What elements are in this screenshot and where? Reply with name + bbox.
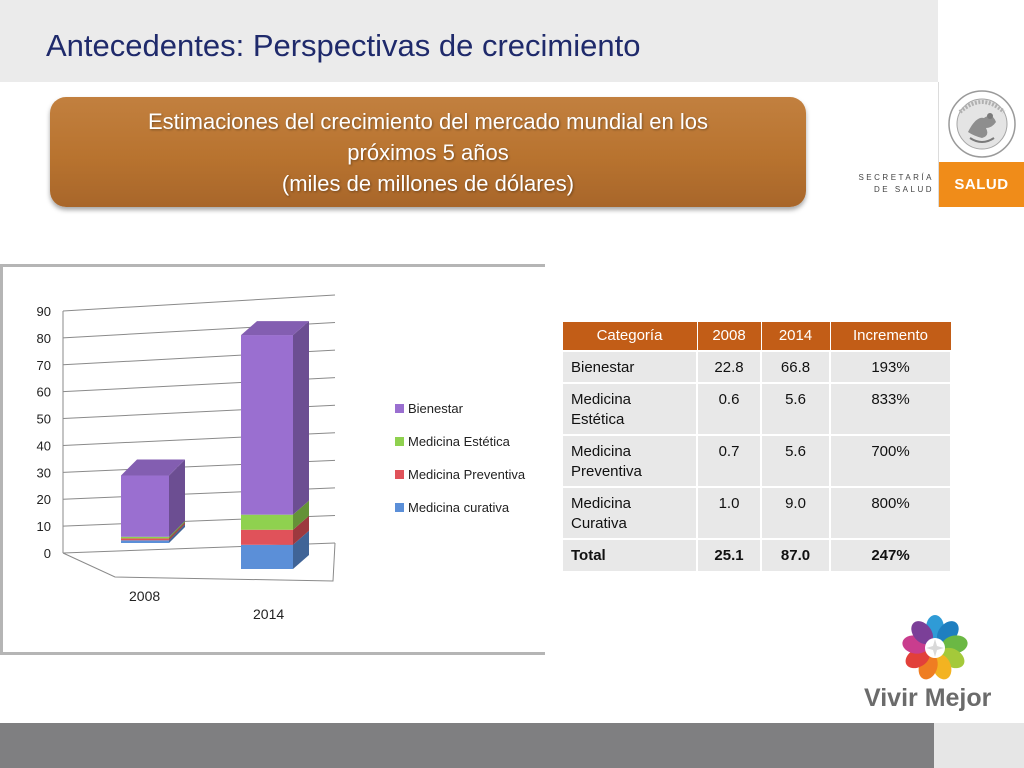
bar-segment-side <box>293 500 309 530</box>
y-tick-label: 10 <box>37 519 51 534</box>
bar-segment-front <box>241 529 293 545</box>
page-title: Antecedentes: Perspectivas de crecimient… <box>46 28 641 63</box>
bar-segment-side <box>169 522 185 541</box>
bar-segment-side <box>293 321 309 515</box>
y-tick-label: 40 <box>37 438 51 453</box>
vivir-mejor-logo-text: Vivir Mejor <box>864 684 992 712</box>
banner-line-1: Estimaciones del crecimiento del mercado… <box>147 108 709 134</box>
bar-segment-side <box>293 530 309 569</box>
banner-line-3: (miles de millones de dólares) <box>281 170 575 196</box>
stacked-3d-bar-chart: 0 10 20 30 40 50 60 70 80 90 2008 2014 Bienestar Medi… <box>37 294 526 622</box>
table-row: Medicina Preventiva 0.7 5.6 700% <box>561 433 952 488</box>
table-cell: Medicina Estética <box>561 381 698 436</box>
table-cell: Bienestar <box>561 349 698 384</box>
secretaria-line1: SECRETARÍA <box>858 173 934 182</box>
bar-segment-front <box>241 544 293 569</box>
gridline <box>62 294 336 312</box>
x-tick-label: 2014 <box>253 606 284 622</box>
banner-line-2: próximos 5 años <box>347 139 509 165</box>
table-cell: 9.0 <box>760 485 831 540</box>
table-row: Bienestar 22.8 66.8 193% <box>561 349 952 384</box>
table-header-2008: 2008 <box>696 321 762 351</box>
table-row: Medicina Estética 0.6 5.6 833% <box>561 381 952 436</box>
y-tick-label: 60 <box>37 385 51 400</box>
estimates-banner: Estimaciones del crecimiento del mercado… <box>50 97 806 207</box>
legend-label: Bienestar <box>408 401 464 416</box>
y-tick-label: 70 <box>37 358 51 373</box>
table-cell: Total <box>561 537 698 573</box>
market-growth-table: Categoría 2008 2014 Incremento Bienestar… <box>561 321 952 573</box>
y-tick-label: 50 <box>37 412 51 427</box>
bar-segment-side <box>169 524 185 543</box>
y-tick-label: 0 <box>44 546 51 561</box>
y-tick-label: 20 <box>37 492 51 507</box>
footer-right-block <box>934 723 1024 768</box>
bar-segment-front <box>121 536 169 539</box>
bar-top-face <box>121 459 185 476</box>
table-cell: 0.7 <box>696 433 762 488</box>
legend-swatch <box>395 437 404 446</box>
secretaria-de-salud-label: SECRETARÍA DE SALUD <box>852 172 934 196</box>
table-cell: 5.6 <box>760 433 831 488</box>
table-total-row: Total 25.1 87.0 247% <box>561 537 952 573</box>
bar-top-face <box>241 321 309 336</box>
y-tick-label: 80 <box>37 331 51 346</box>
salud-logo: SALUD <box>939 162 1024 207</box>
table-cell: 87.0 <box>760 537 831 573</box>
legend-label: Medicina Preventiva <box>408 467 526 482</box>
legend-swatch <box>395 503 404 512</box>
table-header-row: Categoría 2008 2014 Incremento <box>561 321 952 351</box>
mexico-seal-icon <box>948 90 1016 158</box>
table-header-increase: Incremento <box>829 321 952 351</box>
table-cell: Medicina Preventiva <box>561 433 698 488</box>
table-cell: 800% <box>829 485 952 540</box>
bar-segment-front <box>241 514 293 530</box>
table-header-category: Categoría <box>561 321 698 351</box>
table-cell: 1.0 <box>696 485 762 540</box>
bar-segment-front <box>121 540 169 543</box>
bar-segment-side <box>169 520 185 539</box>
table-cell: 700% <box>829 433 952 488</box>
table-header-2014: 2014 <box>760 321 831 351</box>
legend-swatch <box>395 404 404 413</box>
table-cell: Medicina Curativa <box>561 485 698 540</box>
secretaria-line2: DE SALUD <box>873 185 934 194</box>
title-bar <box>0 0 938 82</box>
x-tick-label: 2008 <box>129 588 160 604</box>
bar-segment-front <box>121 538 169 541</box>
table-cell: 833% <box>829 381 952 436</box>
legend-label: Medicina Estética <box>408 434 511 449</box>
bar-segment-side <box>169 459 185 537</box>
bar-segment-side <box>293 515 309 545</box>
y-tick-label: 30 <box>37 465 51 480</box>
bar-segment-front <box>241 335 293 515</box>
legend-label: Medicina curativa <box>408 500 510 515</box>
vivir-mejor-flower-icon <box>902 615 968 680</box>
table-cell: 0.6 <box>696 381 762 436</box>
floor-line <box>62 542 336 582</box>
table-cell: 247% <box>829 537 952 573</box>
y-tick-label: 90 <box>37 304 51 319</box>
table-row: Medicina Curativa 1.0 9.0 800% <box>561 485 952 540</box>
bar-segment-front <box>121 475 169 537</box>
header-right-strip <box>938 0 1024 82</box>
legend-swatch <box>395 470 404 479</box>
table-cell: 66.8 <box>760 349 831 384</box>
table-cell: 22.8 <box>696 349 762 384</box>
chart-frame: 0 10 20 30 40 50 60 70 80 90 2008 2014 Bienestar Medi… <box>0 264 545 655</box>
logo-divider <box>938 82 939 207</box>
table-cell: 5.6 <box>760 381 831 436</box>
table-cell: 25.1 <box>696 537 762 573</box>
footer-bar <box>0 723 934 768</box>
table-cell: 193% <box>829 349 952 384</box>
